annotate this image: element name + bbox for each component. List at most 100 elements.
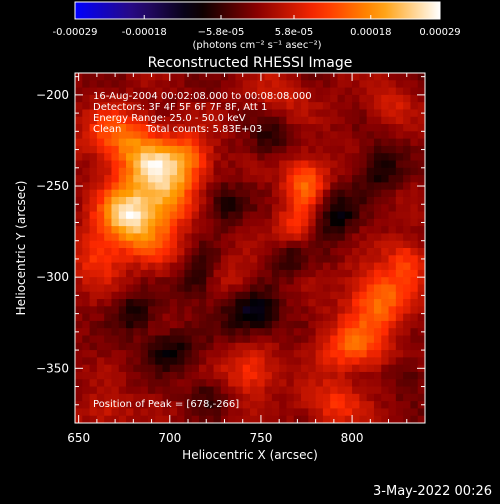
heatmap-cell [410, 255, 419, 264]
heatmap-cell [147, 233, 156, 242]
heatmap-cell [388, 73, 397, 81]
heatmap-cell [213, 393, 222, 402]
heatmap-cell [184, 277, 193, 286]
heatmap-cell [264, 94, 273, 103]
heatmap-cell [337, 182, 346, 191]
heatmap-cell [330, 371, 339, 380]
heatmap-cell [184, 393, 193, 402]
heatmap-cell [250, 211, 258, 220]
heatmap-cell [198, 299, 207, 307]
heatmap-cell [359, 138, 368, 147]
heatmap-cell [417, 393, 425, 402]
heatmap-cell [126, 306, 134, 315]
heatmap-cell [388, 408, 397, 417]
heatmap-cell [293, 277, 302, 286]
y-tick-label: −200 [36, 88, 69, 102]
heatmap-cell [126, 255, 134, 264]
heatmap-cell [228, 299, 237, 307]
heatmap-cell [118, 218, 127, 227]
heatmap-cell [322, 145, 331, 154]
heatmap-cell [206, 328, 215, 337]
heatmap-cell [264, 73, 273, 81]
heatmap-cell [271, 80, 280, 89]
heatmap-cell [191, 204, 200, 213]
heatmap-cell [381, 393, 390, 402]
heatmap-cell [410, 124, 419, 132]
heatmap-cell [330, 204, 339, 213]
heatmap-cell [388, 182, 397, 191]
heatmap-cell [133, 131, 142, 140]
y-tick-label: −300 [36, 270, 69, 284]
heatmap-cell [301, 160, 309, 169]
heatmap-cell [126, 415, 134, 423]
heatmap-cell [417, 262, 425, 271]
heatmap-cell [337, 153, 346, 162]
heatmap-cell [344, 94, 353, 103]
heatmap-cell [293, 116, 302, 125]
heatmap-cell [344, 313, 353, 322]
heatmap-cell [330, 116, 339, 125]
heatmap-cell [250, 73, 258, 81]
heatmap-cell [126, 116, 134, 125]
heatmap-cell [301, 204, 309, 213]
heatmap-cell [133, 240, 142, 249]
heatmap-cell [177, 160, 185, 169]
heatmap-cell [395, 313, 404, 322]
heatmap-cell [359, 233, 368, 242]
heatmap-cell [337, 299, 346, 307]
heatmap-cell [118, 401, 127, 410]
heatmap-cell [301, 138, 309, 147]
heatmap-cell [140, 379, 149, 388]
heatmap-cell [198, 393, 207, 402]
heatmap-cell [388, 277, 397, 286]
heatmap-cell [220, 306, 229, 315]
heatmap-cell [308, 138, 317, 147]
heatmap-cell [242, 211, 251, 220]
heatmap-cell [162, 313, 171, 322]
heatmap-cell [315, 153, 324, 162]
heatmap-cell [403, 189, 412, 198]
heatmap-cell [271, 248, 280, 256]
heatmap-cell [140, 211, 149, 220]
heatmap-cell [126, 233, 134, 242]
heatmap-cell [344, 291, 353, 300]
heatmap-cell [271, 131, 280, 140]
heatmap-cell [133, 196, 142, 205]
heatmap-cell [359, 401, 368, 410]
heatmap-cell [111, 189, 120, 198]
heatmap-cell [126, 393, 134, 402]
heatmap-cell [126, 313, 134, 322]
heatmap-cell [242, 189, 251, 198]
heatmap-cell [191, 320, 200, 329]
heatmap-cell [184, 408, 193, 417]
heatmap-cell [162, 73, 171, 81]
heatmap-cell [242, 320, 251, 329]
heatmap-cell [381, 357, 390, 366]
heatmap-cell [373, 87, 382, 96]
heatmap-cell [147, 328, 156, 337]
heatmap-cell [96, 401, 105, 410]
heatmap-cell [228, 80, 237, 89]
heatmap-cell [373, 109, 382, 118]
heatmap-cell [315, 248, 324, 256]
heatmap-cell [410, 415, 419, 423]
heatmap-cell [271, 320, 280, 329]
heatmap-cell [220, 167, 229, 176]
heatmap-cell [315, 124, 324, 132]
heatmap-cell [140, 196, 149, 205]
heatmap-cell [169, 269, 178, 278]
heatmap-cell [206, 248, 215, 256]
heatmap-cell [133, 415, 142, 423]
heatmap-cell [126, 167, 134, 176]
heatmap-cell [388, 233, 397, 242]
heatmap-cell [191, 291, 200, 300]
heatmap-cell [264, 284, 273, 293]
heatmap-cell [140, 87, 149, 96]
heatmap-cell [293, 386, 302, 395]
heatmap-cell [104, 131, 113, 140]
heatmap-cell [235, 87, 244, 96]
heatmap-cell [286, 73, 295, 81]
heatmap-cell [410, 299, 419, 307]
heatmap-cell [177, 240, 185, 249]
heatmap-cell [104, 291, 113, 300]
